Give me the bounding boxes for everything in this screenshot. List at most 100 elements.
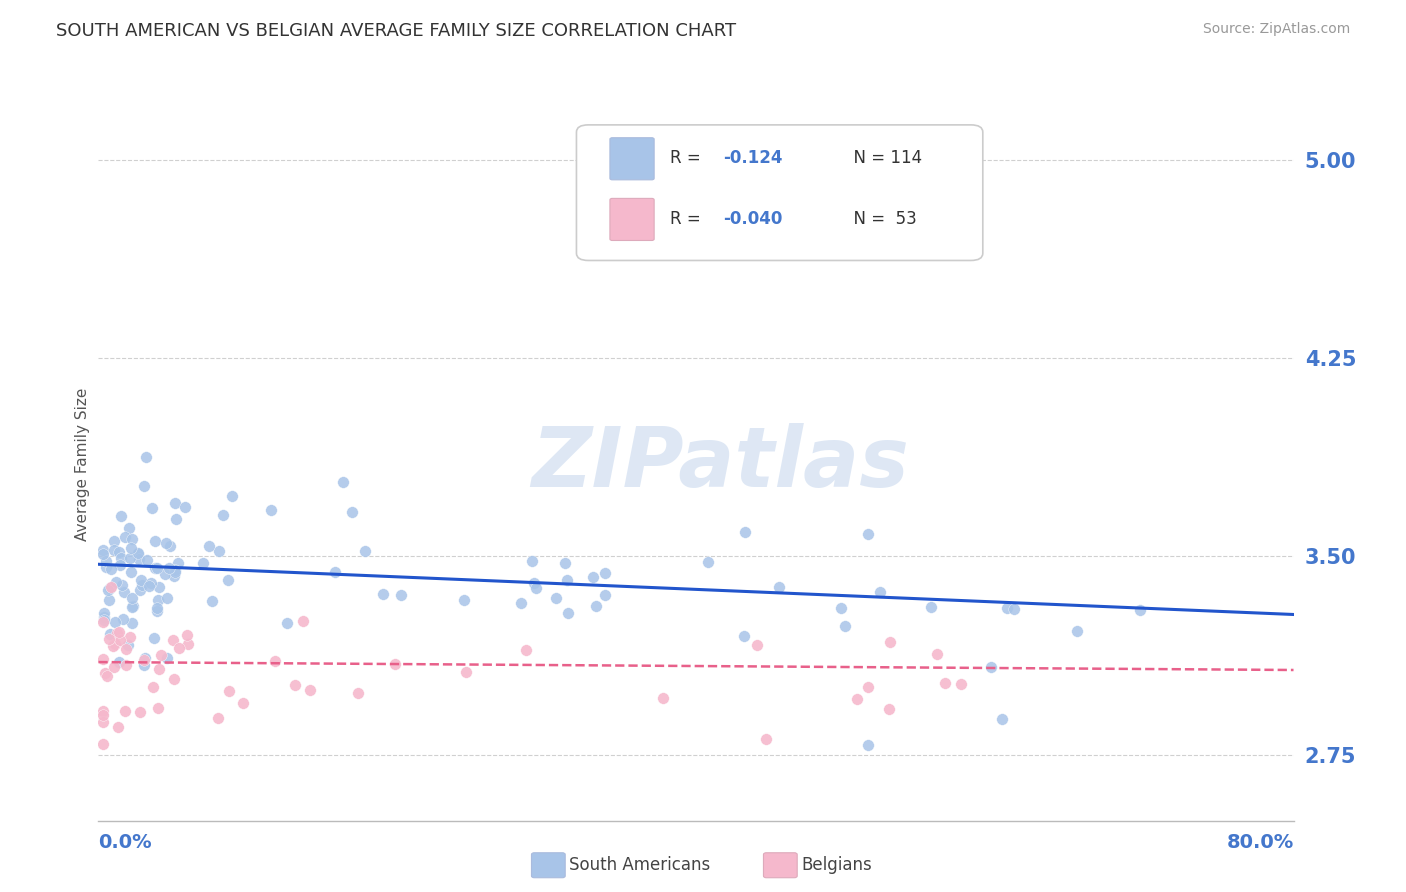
Point	[93, 606, 115, 620]
Point	[389, 588, 412, 602]
Point	[217, 573, 239, 587]
Text: 80.0%: 80.0%	[1226, 833, 1294, 853]
Point	[232, 696, 254, 710]
Point	[107, 720, 129, 734]
Point	[100, 562, 122, 576]
FancyBboxPatch shape	[576, 125, 983, 260]
Point	[163, 569, 186, 583]
Point	[100, 627, 122, 641]
Point	[138, 579, 160, 593]
Point	[110, 551, 132, 566]
Point	[128, 552, 150, 566]
Point	[846, 691, 869, 706]
Point	[165, 565, 187, 579]
Point	[114, 530, 136, 544]
Point	[98, 632, 121, 647]
Point	[745, 638, 768, 652]
Point	[159, 539, 181, 553]
Point	[173, 500, 195, 514]
Point	[132, 653, 155, 667]
Point	[156, 591, 179, 606]
Point	[146, 592, 169, 607]
Point	[112, 585, 135, 599]
Point	[127, 548, 149, 562]
Point	[347, 686, 370, 700]
Point	[143, 533, 166, 548]
Point	[142, 631, 165, 645]
Point	[117, 639, 139, 653]
Point	[100, 580, 122, 594]
Point	[104, 615, 127, 629]
Point	[108, 544, 131, 558]
Point	[260, 503, 283, 517]
Point	[198, 539, 221, 553]
Point	[97, 583, 120, 598]
Point	[323, 566, 346, 580]
Point	[104, 575, 127, 590]
Point	[165, 512, 187, 526]
Point	[121, 600, 143, 615]
Point	[141, 500, 163, 515]
Point	[522, 576, 544, 591]
Point	[107, 655, 129, 669]
Point	[91, 547, 114, 561]
Point	[384, 657, 406, 672]
Text: Source: ZipAtlas.com: Source: ZipAtlas.com	[1202, 22, 1350, 37]
Point	[191, 556, 214, 570]
Point	[218, 684, 240, 698]
Point	[453, 593, 475, 607]
Point	[120, 541, 142, 556]
Point	[834, 618, 856, 632]
Point	[129, 705, 152, 719]
Point	[934, 676, 956, 690]
Point	[120, 565, 142, 579]
Point	[830, 600, 852, 615]
Y-axis label: Average Family Size: Average Family Size	[75, 387, 90, 541]
Text: -0.040: -0.040	[724, 211, 783, 228]
Point	[299, 682, 322, 697]
Text: SOUTH AMERICAN VS BELGIAN AVERAGE FAMILY SIZE CORRELATION CHART: SOUTH AMERICAN VS BELGIAN AVERAGE FAMILY…	[56, 22, 737, 40]
Point	[139, 575, 162, 590]
Text: -0.124: -0.124	[724, 150, 783, 168]
Point	[118, 521, 141, 535]
Text: N =  53: N = 53	[844, 211, 917, 228]
Point	[264, 654, 287, 668]
Point	[121, 591, 143, 605]
Point	[129, 573, 152, 587]
Point	[167, 556, 190, 570]
Point	[177, 637, 200, 651]
Point	[207, 711, 229, 725]
Text: ZIPatlas: ZIPatlas	[531, 424, 908, 504]
Text: R =: R =	[669, 150, 711, 168]
Point	[858, 680, 880, 694]
Point	[131, 577, 153, 591]
Point	[652, 691, 675, 706]
Point	[585, 599, 607, 613]
Point	[120, 551, 142, 566]
Point	[208, 544, 231, 558]
Point	[165, 562, 187, 576]
Text: Belgians: Belgians	[801, 856, 872, 874]
Point	[595, 588, 617, 602]
Point	[340, 505, 363, 519]
Point	[734, 525, 756, 540]
Point	[94, 554, 117, 568]
Point	[118, 630, 141, 644]
Point	[115, 657, 138, 672]
Point	[768, 581, 790, 595]
Point	[121, 615, 143, 630]
Point	[276, 615, 298, 630]
Point	[121, 532, 143, 546]
Point	[101, 639, 124, 653]
Point	[129, 582, 152, 597]
Point	[150, 648, 173, 662]
Point	[200, 594, 222, 608]
Point	[91, 615, 114, 629]
Point	[94, 666, 117, 681]
Point	[162, 632, 184, 647]
Point	[96, 669, 118, 683]
Point	[176, 628, 198, 642]
Point	[146, 561, 169, 575]
Point	[925, 647, 948, 661]
Point	[284, 678, 307, 692]
